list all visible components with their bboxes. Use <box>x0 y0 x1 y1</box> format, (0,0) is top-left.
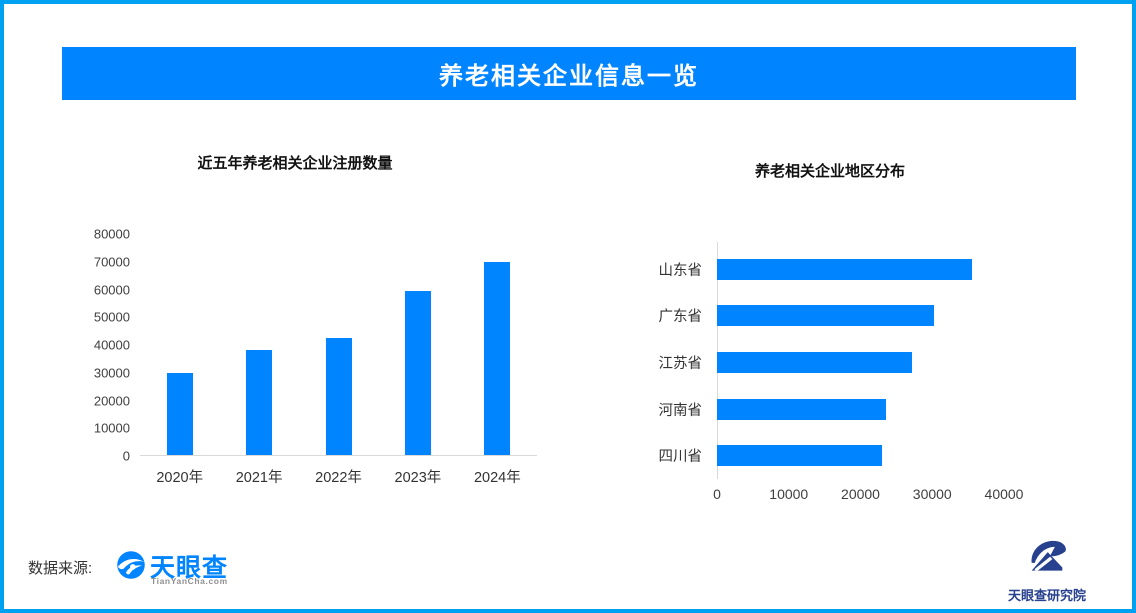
regions-chart-title: 养老相关企业地区分布 <box>754 163 905 180</box>
registrations-chart-title: 近五年养老相关企业注册数量 <box>197 155 393 172</box>
bar-track <box>717 293 1057 340</box>
bar-slot <box>219 234 298 455</box>
bar-track <box>717 386 1057 433</box>
x-axis-category-label: 2024年 <box>473 470 521 486</box>
bar-2020年 <box>166 373 193 455</box>
y-axis-category-label: 江苏省 <box>658 355 703 372</box>
y-axis-tick-label: 70000 <box>93 254 130 270</box>
bar-2022年 <box>325 338 352 455</box>
y-axis-tick-label: 20000 <box>93 393 130 408</box>
bar-河南省 <box>717 398 887 420</box>
tianyancha-domain-text: TianYanCha.com <box>151 576 228 586</box>
bar-广东省 <box>717 305 935 327</box>
chart-row: 广东省 <box>645 293 1057 340</box>
bar-山东省 <box>717 258 972 280</box>
x-axis: 2020年 2021年 2022年 2023年 2024年 <box>140 456 537 487</box>
research-institute-logo: 天眼查研究院 <box>995 535 1099 604</box>
chart-row: 四川省 <box>645 432 1057 479</box>
plot-area: 山东省广东省江苏省河南省四川省 <box>645 242 1057 479</box>
x-axis-tick-label: 20000 <box>841 485 880 502</box>
y-axis-tick-label: 50000 <box>93 309 130 325</box>
bar-track <box>717 246 1057 293</box>
bar-slot <box>140 234 219 455</box>
y-axis-tick-label: 80000 <box>93 226 130 242</box>
data-source-label: 数据来源: <box>28 560 93 577</box>
y-axis-tick-label: 10000 <box>93 420 130 436</box>
regions-chart: 养老相关企业地区分布 山东省广东省江苏省河南省四川省 0 10000 20000 30… <box>645 160 1075 506</box>
y-axis-category-label: 四川省 <box>658 449 703 466</box>
x-axis-category-label: 2021年 <box>235 470 283 486</box>
x-axis: 0 10000 20000 30000 40000 <box>645 486 1075 506</box>
x-axis-tick-label: 10000 <box>769 485 809 502</box>
page-title: 养老相关企业信息一览 <box>439 63 699 90</box>
research-institute-icon <box>1024 535 1070 582</box>
horizontal-bar-chart: 山东省广东省江苏省河南省四川省 0 10000 20000 30000 40000 <box>645 242 1075 506</box>
chart-row: 山东省 <box>645 246 1057 293</box>
plot-column: 2020年 2021年 2022年 2023年 2024年 <box>140 234 537 487</box>
bar-track <box>717 432 1057 479</box>
x-axis-category-label: 2022年 <box>315 470 362 486</box>
tianyancha-eye-icon <box>116 550 146 585</box>
chart-row: 江苏省 <box>645 339 1057 386</box>
title-banner: 养老相关企业信息一览 <box>62 47 1076 100</box>
registrations-chart: 近五年养老相关企业注册数量 80000 70000 60000 50000 40000 3… <box>85 152 537 487</box>
y-axis-category-label: 山东省 <box>658 262 703 279</box>
chart-row: 河南省 <box>645 386 1057 433</box>
research-institute-label: 天眼查研究院 <box>1007 588 1086 603</box>
bar-2021年 <box>246 349 273 455</box>
x-axis-category-label: 2023年 <box>394 470 442 486</box>
vertical-bar-chart: 80000 70000 60000 50000 40000 30000 20000 10000… <box>85 227 537 487</box>
x-axis-tick-label: 0 <box>713 485 721 502</box>
bar-江苏省 <box>717 351 913 373</box>
tianyancha-logo: 天眼查 TianYanCha.com <box>116 548 236 592</box>
bar-slot <box>378 234 457 455</box>
y-axis-tick-label: 40000 <box>93 337 130 353</box>
bar-slot <box>299 234 378 455</box>
x-axis-category-label: 2020年 <box>156 470 204 486</box>
y-axis-tick-label: 30000 <box>93 365 130 381</box>
y-axis: 80000 70000 60000 50000 40000 30000 20000 10000… <box>85 227 140 464</box>
bar-2024年 <box>484 262 511 455</box>
bar-slot <box>458 234 537 455</box>
y-axis-category-label: 广东省 <box>658 309 703 326</box>
tianyancha-wordmark: 天眼查 <box>150 554 229 582</box>
y-axis-tick-label: 0 <box>122 448 130 464</box>
x-axis-tick-label: 40000 <box>984 485 1024 502</box>
plot-area <box>140 234 537 456</box>
bar-track <box>717 339 1057 386</box>
y-axis-category-label: 河南省 <box>658 402 703 419</box>
bar-四川省 <box>717 445 883 467</box>
bar-2023年 <box>404 291 431 455</box>
x-axis-tick-label: 30000 <box>912 485 952 502</box>
y-axis-tick-label: 60000 <box>93 282 130 297</box>
